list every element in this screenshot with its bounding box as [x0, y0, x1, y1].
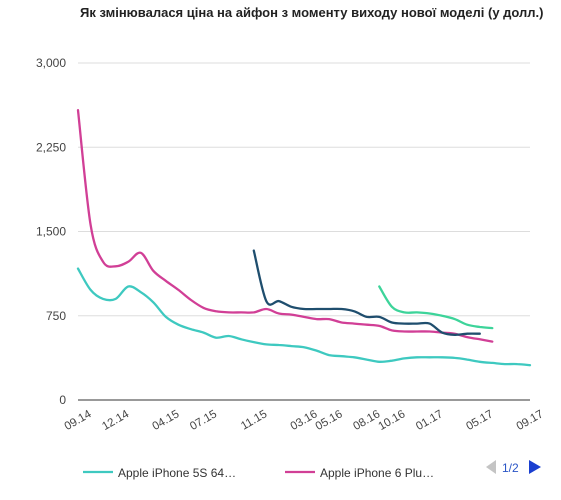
x-tick-label: 09.14 — [63, 408, 94, 433]
x-tick-label: 05.17 — [464, 408, 495, 433]
pager-prev-icon[interactable] — [486, 460, 496, 474]
series-line — [76, 267, 532, 367]
pager-label: 1/2 — [502, 461, 519, 475]
x-tick-label: 08.16 — [351, 408, 382, 433]
series-line — [252, 249, 481, 336]
grid-lines — [78, 62, 530, 401]
legend-item[interactable]: Apple iPhone 6 Plu… — [285, 466, 434, 480]
y-tick-label: 1,500 — [36, 225, 66, 239]
series-line — [378, 285, 494, 330]
pager-next-icon[interactable] — [529, 460, 541, 474]
legend-label: Apple iPhone 5S 64… — [118, 466, 236, 480]
series-line — [76, 109, 494, 343]
series-lines — [76, 109, 532, 367]
legend: Apple iPhone 5S 64… Apple iPhone 6 Plu… — [83, 466, 434, 480]
x-tick-label: 11.15 — [239, 408, 269, 432]
x-tick-label: 01.17 — [414, 408, 445, 433]
legend-item[interactable]: Apple iPhone 5S 64… — [83, 466, 236, 480]
y-tick-label: 3,000 — [36, 56, 66, 70]
y-tick-label: 0 — [59, 393, 66, 407]
x-tick-label: 12.14 — [100, 408, 131, 433]
x-tick-label: 10.16 — [376, 408, 407, 433]
x-tick-label: 05.16 — [314, 408, 345, 433]
y-tick-label: 2,250 — [36, 140, 66, 154]
x-tick-label: 07.15 — [188, 408, 219, 433]
legend-pager: 1/2 — [486, 460, 541, 475]
x-tick-label: 04.15 — [150, 408, 181, 433]
y-tick-label: 750 — [46, 309, 66, 323]
x-tick-label: 09.17 — [515, 408, 546, 433]
legend-label: Apple iPhone 6 Plu… — [320, 466, 434, 480]
chart-title: Як змінювалася ціна на айфон з моменту в… — [80, 5, 544, 20]
x-tick-label: 03.16 — [289, 408, 320, 433]
y-axis-ticks: 0 750 1,500 2,250 3,000 — [36, 56, 66, 407]
